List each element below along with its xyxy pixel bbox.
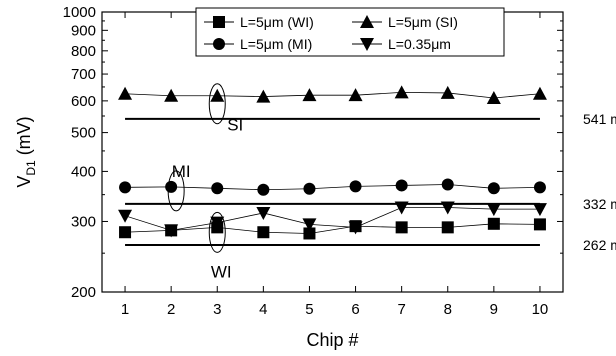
data-point: [532, 203, 547, 217]
legend-marker: [213, 16, 225, 28]
x-tick-label: 7: [397, 301, 405, 318]
data-point: [441, 221, 454, 234]
data-point: [303, 182, 316, 195]
data-point: [118, 86, 133, 100]
y-axis-title-sub: D1: [24, 160, 38, 176]
legend-marker: [360, 15, 374, 28]
data-point: [348, 221, 363, 235]
y-tick-label: 600: [71, 93, 96, 110]
annotation-ellipse: [208, 83, 226, 125]
data-point: [394, 201, 409, 215]
data-point: [533, 218, 546, 231]
legend-marker: [360, 38, 374, 51]
x-tick-label: 10: [532, 301, 549, 318]
y-axis-title-main: V: [14, 176, 34, 188]
x-tick-label: 2: [167, 301, 175, 318]
data-point: [164, 88, 179, 102]
annotation-ellipse: [167, 170, 185, 212]
series-layer: [118, 85, 547, 240]
data-point: [256, 89, 271, 103]
data-point: [302, 88, 317, 102]
x-tick-label: 4: [259, 301, 267, 318]
legend-box: [195, 7, 505, 57]
legend-label: L=5μm (WI): [240, 14, 314, 30]
y-tick-label: 900: [71, 22, 96, 39]
y-tick-label: 1000: [63, 4, 96, 21]
x-tick-label: 6: [351, 301, 359, 318]
y-tick-label: 200: [71, 284, 96, 301]
x-tick-label: 9: [490, 301, 498, 318]
data-point: [256, 206, 271, 220]
reference-line-label: 332 mV: [583, 196, 616, 212]
legend-item: L=5μm (MI): [204, 36, 312, 52]
data-point: [211, 182, 224, 195]
data-point: [165, 180, 178, 193]
data-point: [486, 203, 501, 217]
data-point: [257, 226, 270, 239]
data-point: [210, 88, 225, 102]
series-line: [125, 184, 540, 191]
annotation-ellipse: [208, 211, 226, 253]
data-point: [394, 85, 409, 99]
data-point: [210, 216, 225, 230]
legend-item: L=5μm (SI): [352, 14, 458, 30]
y-axis-title-unit: (mV): [14, 116, 34, 160]
data-point: [395, 179, 408, 192]
data-point: [119, 181, 132, 194]
data-point: [532, 86, 547, 100]
data-point: [303, 227, 316, 240]
annotation-label: WI: [211, 262, 232, 281]
reference-line-label: 541 mV: [583, 111, 616, 127]
data-point: [302, 218, 317, 232]
y-axis-title: VD1 (mV): [14, 116, 38, 187]
x-tick-label: 1: [121, 301, 129, 318]
series-triangle-up: [118, 85, 547, 104]
data-point: [486, 90, 501, 104]
data-point: [440, 85, 455, 99]
data-point: [395, 221, 408, 234]
data-point: [118, 209, 133, 223]
series-line: [124, 207, 540, 231]
x-tick-label: 3: [213, 301, 221, 318]
reference-lines: 541 mV 332 mV 262 mV: [125, 111, 616, 253]
y-tick-label: 500: [71, 125, 96, 142]
data-point: [164, 224, 179, 238]
legend-item: L=5μm (WI): [204, 14, 314, 30]
legend-marker: [213, 38, 225, 50]
annotations: SI MI WI: [167, 83, 243, 281]
data-point: [441, 178, 454, 191]
series-circle: [119, 178, 546, 196]
data-point: [440, 201, 455, 215]
series-line: [125, 223, 540, 234]
data-point: [487, 217, 500, 230]
x-tick-label: 5: [305, 301, 313, 318]
legend-label: L=5μm (MI): [240, 36, 312, 52]
series-line: [125, 91, 540, 99]
data-point: [349, 180, 362, 193]
data-point: [487, 182, 500, 195]
data-point: [119, 226, 132, 239]
data-point: [533, 181, 546, 194]
legend-label: L=0.35μm: [388, 36, 451, 52]
data-point: [348, 88, 363, 102]
legend: L=5μm (WI) L=5μm (SI) L=5μm (MI) L=0.35μm: [195, 7, 505, 57]
x-axis-title: Chip #: [306, 330, 358, 350]
y-tick-label: 300: [71, 213, 96, 230]
y-tick-label: 700: [71, 66, 96, 83]
series-triangle-down: [118, 201, 547, 238]
y-tick-label: 400: [71, 163, 96, 180]
data-point: [257, 183, 270, 196]
legend-item: L=0.35μm: [352, 36, 451, 52]
legend-label: L=5μm (SI): [388, 14, 458, 30]
x-tick-label: 8: [444, 301, 452, 318]
annotation-label: SI: [227, 116, 243, 135]
y-tick-label: 800: [71, 43, 96, 60]
reference-line-label: 262 mV: [583, 237, 616, 253]
annotation-label: MI: [172, 162, 191, 181]
